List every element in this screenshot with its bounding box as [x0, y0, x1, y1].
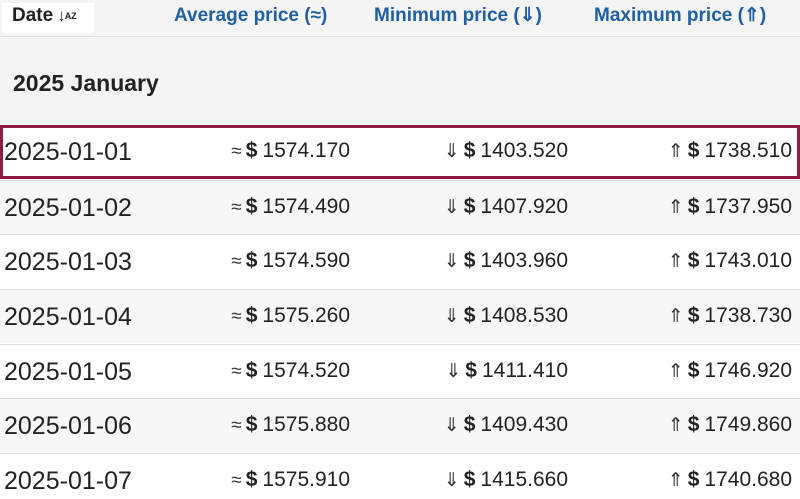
row-date: 2025-01-01: [4, 138, 132, 166]
row-average-price: ≈ $1574.520: [231, 359, 350, 382]
table-row[interactable]: 2025-01-05 ≈ $1574.520 ⇓ $1411.410 ⇑ $1746.…: [0, 344, 800, 398]
month-group-title: 2025 January: [13, 70, 159, 96]
row-average-price: ≈ $1574.490: [231, 195, 350, 218]
currency-symbol: $: [463, 139, 476, 162]
row-maximum-price: ⇑ $1749.860: [667, 413, 792, 436]
double-down-arrow-icon: ⇓: [443, 251, 460, 272]
date-header-label: Date: [12, 5, 54, 26]
double-up-arrow-icon: ⇑: [667, 197, 684, 218]
row-minimum-price: ⇓ $1403.520: [443, 139, 568, 162]
currency-symbol: $: [465, 359, 477, 382]
row-average-price: ≈ $1574.590: [231, 249, 350, 272]
currency-symbol: $: [687, 139, 700, 162]
double-down-arrow-icon: ⇓: [443, 197, 460, 218]
row-average-price: ≈ $1575.880: [231, 413, 350, 436]
row-date: 2025-01-07: [4, 467, 132, 495]
month-group-header: 2025 January: [0, 37, 800, 125]
approx-icon: ≈: [231, 251, 242, 272]
approx-icon: ≈: [231, 415, 242, 436]
maximum-price-header[interactable]: Maximum price (⇑): [594, 5, 767, 26]
table-row[interactable]: 2025-01-04 ≈ $1575.260 ⇓ $1408.530 ⇑ $1738.…: [0, 289, 800, 343]
sort-by-date-header[interactable]: Date ↓AZ: [2, 3, 94, 33]
approx-icon: ≈: [231, 197, 242, 218]
double-up-arrow-icon: ⇑: [667, 141, 684, 162]
table-row[interactable]: 2025-01-01 ≈ $1574.170 ⇓ $1403.520 ⇑ $1738.…: [0, 125, 800, 179]
currency-symbol: $: [463, 195, 476, 218]
row-maximum-price: ⇑ $1738.510: [667, 139, 792, 162]
row-minimum-price: ⇓ $1407.920: [443, 195, 568, 218]
currency-symbol: $: [687, 304, 700, 327]
table-row[interactable]: 2025-01-02 ≈ $1574.490 ⇓ $1407.920 ⇑ $1737.…: [0, 180, 800, 234]
row-average-price: ≈ $1574.170: [231, 139, 350, 162]
table-header: Date ↓AZ Average price (≈) Minimum price …: [0, 0, 800, 37]
row-average-price: ≈ $1575.260: [231, 304, 350, 327]
currency-symbol: $: [687, 249, 700, 272]
double-up-arrow-icon: ⇑: [667, 361, 684, 382]
currency-symbol: $: [463, 304, 476, 327]
minimum-price-header[interactable]: Minimum price (⇓): [374, 5, 542, 26]
currency-symbol: $: [687, 195, 700, 218]
sort-ascending-icon: ↓AZ: [57, 6, 77, 25]
currency-symbol: $: [463, 249, 476, 272]
double-down-arrow-icon: ⇓: [443, 306, 460, 327]
currency-symbol: $: [245, 304, 258, 327]
row-minimum-price: ⇓ $1409.430: [443, 413, 568, 436]
row-date: 2025-01-03: [4, 248, 132, 276]
double-up-arrow-icon: ⇑: [667, 470, 684, 491]
average-price-header[interactable]: Average price (≈): [174, 5, 328, 26]
row-minimum-price: ⇓ $1408.530: [443, 304, 568, 327]
row-maximum-price: ⇑ $1738.730: [667, 304, 792, 327]
currency-symbol: $: [463, 413, 476, 436]
row-date: 2025-01-04: [4, 303, 132, 331]
currency-symbol: $: [245, 468, 258, 491]
row-minimum-price: ⇓ $1415.660: [443, 468, 568, 491]
table-row[interactable]: 2025-01-03 ≈ $1574.590 ⇓ $1403.960 ⇑ $1743.…: [0, 234, 800, 288]
row-date: 2025-01-06: [4, 412, 132, 440]
approx-icon: ≈: [231, 361, 242, 382]
currency-symbol: $: [245, 139, 258, 162]
row-minimum-price: ⇓ $1403.960: [443, 249, 568, 272]
currency-symbol: $: [245, 195, 258, 218]
currency-symbol: $: [245, 413, 258, 436]
row-minimum-price: ⇓ $1411.410: [445, 359, 568, 382]
currency-symbol: $: [463, 468, 476, 491]
currency-symbol: $: [245, 359, 258, 382]
row-maximum-price: ⇑ $1743.010: [667, 249, 792, 272]
table-row[interactable]: 2025-01-07 ≈ $1575.910 ⇓ $1415.660 ⇑ $1740.…: [0, 453, 800, 499]
row-maximum-price: ⇑ $1746.920: [667, 359, 792, 382]
double-up-arrow-icon: ⇑: [667, 251, 684, 272]
approx-icon: ≈: [231, 306, 242, 327]
currency-symbol: $: [687, 359, 700, 382]
currency-symbol: $: [687, 468, 700, 491]
row-date: 2025-01-05: [4, 358, 132, 386]
double-down-arrow-icon: ⇓: [443, 141, 460, 162]
double-up-arrow-icon: ⇑: [667, 306, 684, 327]
row-date: 2025-01-02: [4, 194, 132, 222]
row-maximum-price: ⇑ $1740.680: [667, 468, 792, 491]
approx-icon: ≈: [231, 470, 242, 491]
double-up-arrow-icon: ⇑: [667, 415, 684, 436]
approx-icon: ≈: [231, 141, 242, 162]
double-down-arrow-icon: ⇓: [445, 361, 462, 382]
row-maximum-price: ⇑ $1737.950: [667, 195, 792, 218]
currency-symbol: $: [245, 249, 258, 272]
double-down-arrow-icon: ⇓: [443, 415, 460, 436]
double-down-arrow-icon: ⇓: [443, 470, 460, 491]
currency-symbol: $: [687, 413, 700, 436]
table-row[interactable]: 2025-01-06 ≈ $1575.880 ⇓ $1409.430 ⇑ $1749.…: [0, 398, 800, 452]
row-average-price: ≈ $1575.910: [231, 468, 350, 491]
